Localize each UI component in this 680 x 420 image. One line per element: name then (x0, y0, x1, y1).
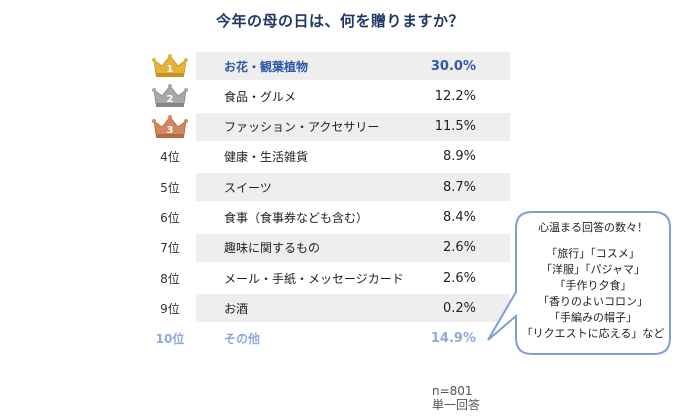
table-row: 10位 その他 14.9% (150, 325, 510, 353)
rank-label: 8位 (160, 271, 180, 286)
rank-label: 4位 (160, 150, 180, 165)
item-label: ファッション・アクセサリー (224, 120, 380, 135)
rank-label: 7位 (160, 241, 180, 256)
item-value: 2.6% (442, 240, 476, 256)
item-label: その他 (224, 332, 261, 347)
item-label: スイーツ (224, 180, 272, 195)
row-shading (196, 294, 510, 323)
crown-rank-number: 3 (167, 125, 174, 136)
crown-icon: 1 (152, 54, 188, 77)
item-value: 2.6% (442, 270, 476, 286)
item-label: メール・手紙・メッセージカード (224, 271, 404, 286)
speech-bubble-text: 心温まる回答の数々！ 「旅行」「コスメ」 「洋服」「パジャマ」 「手作り夕食」 … (520, 220, 666, 342)
row-shading (196, 112, 510, 141)
row-shading (196, 233, 510, 262)
item-value: 8.7% (442, 179, 476, 195)
table-row: 2 食品・グルメ 12.2% (150, 82, 510, 110)
item-value: 0.2% (442, 300, 476, 316)
bubble-line: 「香りのよいコロン」 (538, 295, 648, 308)
bubble-line: 「旅行」「コスメ」 (546, 247, 640, 260)
footnote: n=801 単一回答 (432, 384, 480, 412)
item-label: お酒 (224, 301, 249, 316)
item-value: 14.9% (430, 331, 476, 347)
chart-title: 今年の母の日は、何を贈りますか？ (215, 12, 464, 30)
table-row: 5位 スイーツ 8.7% (150, 173, 510, 202)
item-label: 食品・グルメ (224, 89, 297, 104)
item-value: 8.4% (442, 210, 476, 225)
rank-label: 10位 (155, 332, 185, 347)
crown-icon: 2 (152, 84, 188, 108)
crown-icon: 3 (152, 114, 188, 138)
item-label: 食事（食事券なども含む） (224, 211, 369, 225)
table-row: 1 お花・観葉植物 30.0% (150, 52, 510, 80)
bubble-line: 「洋服」「パジャマ」 (541, 263, 645, 276)
row-shading (196, 173, 510, 202)
rank-label: 5位 (160, 180, 180, 195)
item-value: 11.5% (434, 119, 476, 135)
table-row: 4位 健康・生活雑貨 8.9% (150, 143, 510, 171)
table-row: 3 ファッション・アクセサリー 11.5% (150, 112, 510, 141)
sample-size: n=801 (432, 384, 473, 398)
table-row: 7位 趣味に関するもの 2.6% (150, 233, 510, 262)
item-label: 趣味に関するもの (224, 241, 321, 256)
bubble-line: 「リクエストに応える」など (521, 327, 665, 340)
item-label: お花・観葉植物 (224, 59, 309, 74)
item-value: 8.9% (442, 149, 476, 165)
item-value: 12.2% (434, 88, 476, 104)
table-row: 9位 お酒 0.2% (150, 294, 510, 323)
item-value: 30.0% (430, 58, 476, 74)
rank-label: 9位 (160, 301, 180, 316)
crown-rank-number: 2 (167, 94, 174, 105)
answer-type: 単一回答 (432, 398, 481, 412)
bubble-line: 「手編みの帽子」 (549, 311, 637, 324)
bubble-line: 「手作り夕食」 (554, 279, 632, 292)
bubble-heading: 心温まる回答の数々！ (538, 221, 648, 234)
table-row: 6位 食事（食事券なども含む） 8.4% (150, 204, 510, 232)
table-row: 8位 メール・手紙・メッセージカード 2.6% (150, 264, 510, 292)
rank-label: 6位 (160, 211, 180, 225)
row-shading (196, 52, 510, 80)
item-label: 健康・生活雑貨 (224, 150, 309, 165)
crown-rank-number: 1 (167, 64, 174, 75)
